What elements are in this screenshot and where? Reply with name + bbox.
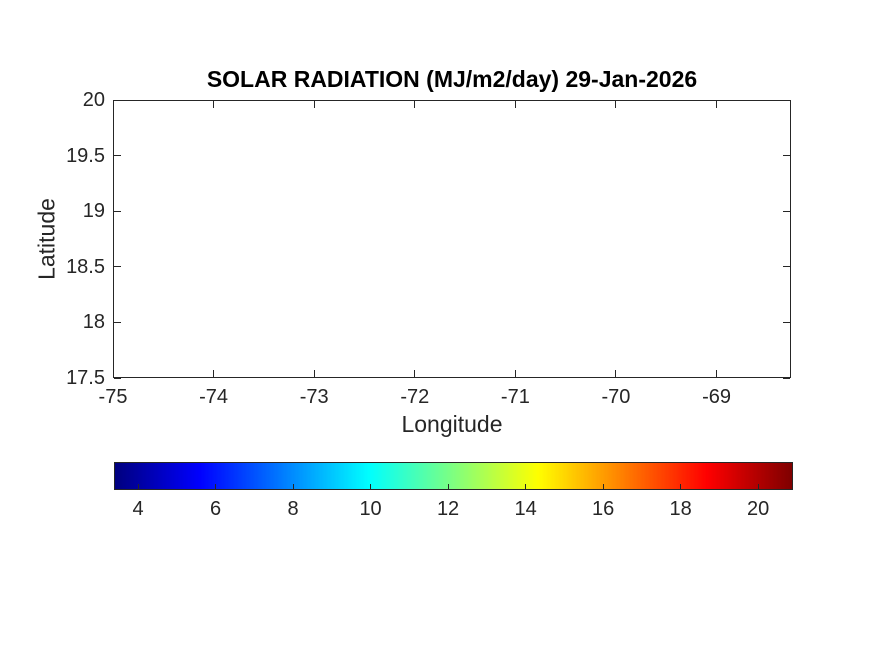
- colorbar-tick-mark: [757, 484, 759, 489]
- y-tick-mark: [114, 210, 121, 212]
- colorbar-tick-label: 16: [591, 498, 615, 520]
- x-tick-mark-top: [514, 101, 516, 108]
- x-tick-mark-top: [112, 101, 114, 108]
- x-tick-mark: [414, 370, 416, 377]
- colorbar-tick-mark: [525, 484, 527, 489]
- x-tick-mark: [514, 370, 516, 377]
- x-tick-label: -73: [299, 386, 329, 408]
- y-tick-label: 19: [82, 200, 105, 223]
- axes-box: [113, 100, 791, 378]
- colorbar-tick-label: 20: [746, 498, 770, 520]
- x-tick-mark: [313, 370, 315, 377]
- colorbar-tick-mark: [292, 484, 294, 489]
- chart-title: SOLAR RADIATION (MJ/m2/day) 29-Jan-2026: [206, 66, 698, 92]
- colorbar-tick-label: 4: [132, 498, 144, 520]
- x-tick-label: -75: [98, 386, 128, 408]
- colorbar-tick-label: 6: [209, 498, 222, 520]
- colorbar-canvas: [115, 463, 792, 489]
- colorbar-tick-mark: [137, 484, 139, 489]
- x-tick-mark: [716, 370, 718, 377]
- x-tick-mark: [615, 370, 617, 377]
- x-tick-mark-top: [615, 101, 617, 108]
- colorbar-tick-mark: [215, 484, 217, 489]
- colorbar-tick-mark: [602, 484, 604, 489]
- y-tick-label: 17.5: [66, 367, 105, 389]
- x-tick-mark-top: [414, 101, 416, 108]
- x-tick-label: -72: [400, 386, 430, 408]
- y-tick-label: 18: [82, 311, 105, 334]
- x-tick-label: -71: [500, 386, 530, 408]
- y-tick-mark-right: [783, 377, 790, 379]
- colorbar-tick-label: 8: [287, 498, 299, 520]
- y-tick-mark: [114, 266, 121, 268]
- colorbar-tick-mark: [447, 484, 449, 489]
- y-tick-mark: [114, 99, 121, 101]
- colorbar-tick-label: 18: [669, 498, 692, 520]
- y-tick-mark-right: [783, 99, 790, 101]
- colorbar-tick-label: 14: [514, 498, 537, 520]
- y-axis-label: Latitude: [33, 198, 60, 280]
- x-tick-mark: [112, 370, 114, 377]
- y-tick-mark-right: [783, 155, 790, 157]
- x-tick-mark-top: [716, 101, 718, 108]
- y-tick-mark: [114, 155, 121, 157]
- x-axis-label: Longitude: [401, 411, 503, 437]
- x-tick-label: -74: [199, 386, 229, 408]
- x-tick-mark-top: [213, 101, 215, 108]
- colorbar-box: [114, 462, 793, 490]
- colorbar-tick-mark: [370, 484, 372, 489]
- y-tick-mark-right: [783, 266, 790, 268]
- y-tick-label: 19.5: [66, 144, 105, 167]
- x-tick-mark: [213, 370, 215, 377]
- y-tick-mark-right: [783, 321, 790, 323]
- x-tick-label: -70: [601, 386, 631, 408]
- y-tick-label: 20: [82, 89, 105, 111]
- y-tick-mark-right: [783, 210, 790, 212]
- x-tick-label: -69: [702, 386, 731, 408]
- colorbar-tick-mark: [680, 484, 682, 489]
- y-tick-mark: [114, 377, 121, 379]
- colorbar-tick-label: 10: [359, 498, 382, 520]
- colorbar-tick-label: 12: [436, 498, 460, 520]
- y-tick-label: 18.5: [66, 255, 105, 278]
- y-tick-mark: [114, 321, 121, 323]
- x-tick-mark-top: [313, 101, 315, 108]
